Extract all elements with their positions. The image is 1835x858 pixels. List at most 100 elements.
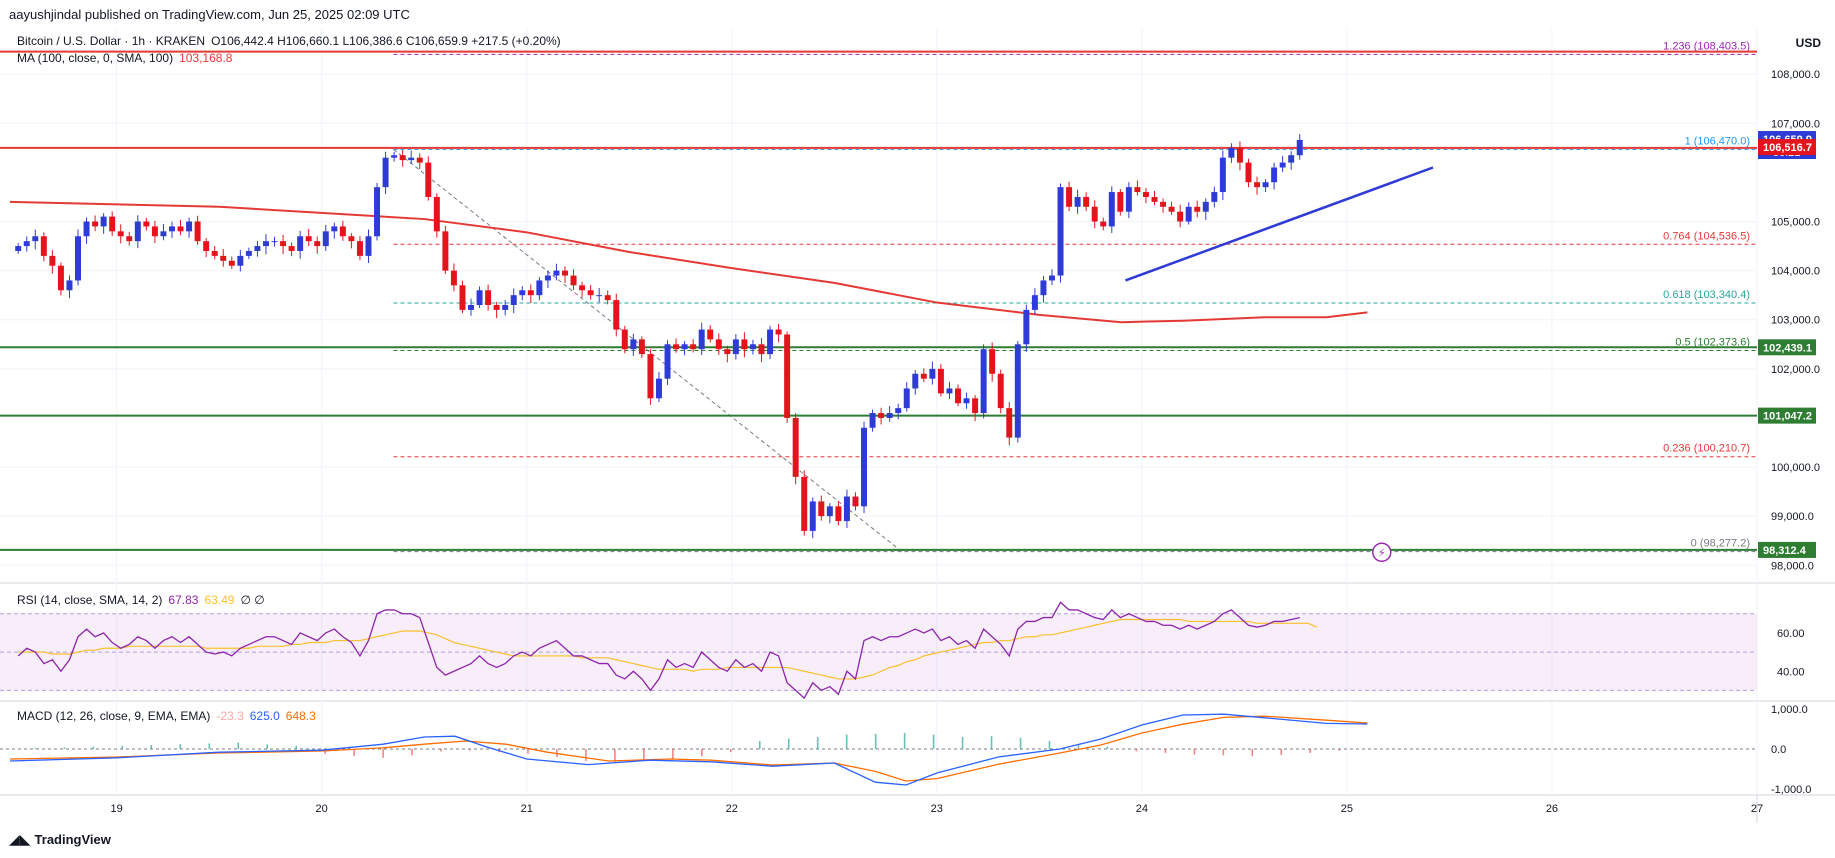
candle-body[interactable]: [151, 226, 158, 237]
candle-body[interactable]: [1202, 201, 1209, 212]
candle-body[interactable]: [519, 290, 526, 296]
candle-body[interactable]: [476, 290, 483, 305]
candle-body[interactable]: [604, 295, 611, 301]
candle-body[interactable]: [1254, 182, 1261, 188]
candle-body[interactable]: [715, 339, 722, 350]
candle-body[interactable]: [433, 196, 440, 232]
candle-body[interactable]: [527, 290, 534, 296]
candle-body[interactable]: [126, 236, 133, 242]
candle-body[interactable]: [305, 236, 312, 242]
candle-body[interactable]: [254, 246, 261, 251]
candle-body[interactable]: [826, 506, 833, 517]
candle-body[interactable]: [1083, 196, 1090, 207]
candle-body[interactable]: [280, 241, 287, 247]
candle-body[interactable]: [1006, 408, 1013, 438]
candle-body[interactable]: [459, 285, 466, 310]
candle-body[interactable]: [980, 349, 987, 414]
candle-body[interactable]: [690, 344, 697, 350]
currency-label[interactable]: USD: [1795, 36, 1821, 50]
candle-body[interactable]: [818, 501, 825, 517]
candle-body[interactable]: [741, 339, 748, 350]
candle-body[interactable]: [1279, 162, 1286, 168]
candle-body[interactable]: [502, 305, 509, 310]
candle-body[interactable]: [792, 417, 799, 477]
candle-body[interactable]: [186, 221, 193, 232]
candle-body[interactable]: [1177, 211, 1184, 222]
candle-body[interactable]: [673, 344, 680, 350]
candle-body[interactable]: [83, 221, 90, 237]
candle-body[interactable]: [1219, 157, 1226, 193]
tradingview-logo[interactable]: ◢◣ TradingView: [9, 831, 111, 848]
candle-body[interactable]: [732, 339, 739, 355]
candle-body[interactable]: [1245, 162, 1252, 183]
time-axis[interactable]: 19 20 21 22 23 24 25 26 27: [110, 803, 1763, 815]
candle-body[interactable]: [1057, 187, 1064, 276]
price-tag-box[interactable]: [1758, 407, 1816, 424]
candle-body[interactable]: [510, 295, 517, 305]
candle-body[interactable]: [49, 255, 56, 266]
candle-body[interactable]: [536, 280, 543, 296]
candle-body[interactable]: [382, 157, 389, 188]
candle-body[interactable]: [168, 226, 175, 232]
candle-body[interactable]: [1160, 201, 1167, 207]
candle-body[interactable]: [1142, 192, 1149, 197]
candle-body[interactable]: [1031, 295, 1038, 310]
candle-body[interactable]: [1262, 182, 1269, 188]
candle-body[interactable]: [228, 260, 235, 266]
candle-body[interactable]: [1296, 140, 1303, 156]
candle-body[interactable]: [493, 305, 500, 310]
candle-body[interactable]: [348, 236, 355, 242]
candle-body[interactable]: [946, 388, 953, 394]
candle-body[interactable]: [160, 231, 167, 237]
candle-body[interactable]: [339, 226, 346, 237]
candle-body[interactable]: [32, 236, 39, 242]
candle-body[interactable]: [929, 368, 936, 379]
candle-body[interactable]: [288, 246, 295, 251]
candle-body[interactable]: [271, 241, 278, 243]
candle-body[interactable]: [92, 221, 99, 227]
candle-body[interactable]: [544, 275, 551, 281]
candle-body[interactable]: [861, 427, 868, 507]
candle-body[interactable]: [1100, 221, 1107, 227]
candle-body[interactable]: [562, 270, 568, 276]
candle-body[interactable]: [365, 236, 372, 256]
candle-body[interactable]: [1040, 280, 1047, 296]
candle-body[interactable]: [211, 250, 218, 256]
candle-body[interactable]: [1236, 147, 1243, 163]
lightning-icon[interactable]: [1372, 542, 1392, 563]
candle-body[interactable]: [194, 221, 201, 242]
candle-body[interactable]: [809, 501, 816, 531]
candle-body[interactable]: [587, 290, 594, 296]
candle-body[interactable]: [442, 231, 449, 271]
candle-body[interactable]: [579, 285, 586, 291]
candle-body[interactable]: [903, 388, 910, 409]
candle-body[interactable]: [100, 216, 107, 227]
candle-body[interactable]: [262, 241, 269, 247]
candle-body[interactable]: [835, 506, 842, 522]
rsi-pane[interactable]: [0, 601, 1757, 700]
candle-body[interactable]: [203, 241, 210, 251]
candle-body[interactable]: [1023, 309, 1030, 345]
candle-body[interactable]: [878, 413, 885, 418]
candle-body[interactable]: [664, 344, 671, 379]
candle-body[interactable]: [23, 241, 30, 247]
candle-body[interactable]: [220, 255, 227, 261]
candle-body[interactable]: [613, 300, 620, 330]
candle-body[interactable]: [1211, 192, 1218, 202]
candle-body[interactable]: [57, 265, 64, 291]
candle-body[interactable]: [134, 221, 141, 242]
candle-body[interactable]: [912, 373, 919, 389]
candle-body[interactable]: [749, 344, 756, 350]
candle-body[interactable]: [758, 344, 765, 355]
candle-body[interactable]: [468, 305, 475, 310]
candle-body[interactable]: [485, 290, 492, 305]
price-axis[interactable]: 108,000.0 107,000.0 105,000.0 104,000.0 103,…: [1758, 69, 1820, 796]
candle-body[interactable]: [399, 155, 406, 161]
candle-body[interactable]: [1271, 167, 1278, 183]
candle-body[interactable]: [630, 339, 637, 350]
candle-body[interactable]: [655, 378, 662, 399]
candle-body[interactable]: [1194, 206, 1201, 212]
candle-body[interactable]: [297, 236, 304, 251]
candle-body[interactable]: [1074, 196, 1081, 207]
candle-body[interactable]: [117, 231, 124, 237]
